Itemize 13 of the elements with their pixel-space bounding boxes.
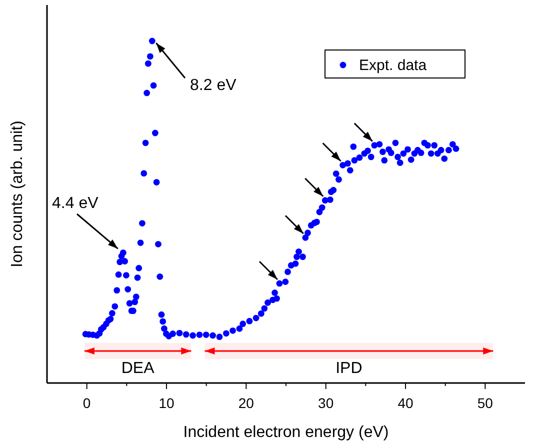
annotation: 8.2 eV bbox=[190, 77, 237, 94]
annotation: 4.4 eV bbox=[52, 195, 99, 212]
x-tick-label: 0 bbox=[82, 395, 91, 411]
x-axis-title: Incident electron energy (eV) bbox=[183, 424, 389, 441]
y-axis-title: Ion counts (arb. unit) bbox=[9, 120, 26, 268]
x-tick-label: 10 bbox=[158, 395, 174, 411]
x-tick-label: 30 bbox=[318, 395, 334, 411]
band-label: DEA bbox=[121, 360, 155, 377]
x-tick-label: 20 bbox=[238, 395, 254, 411]
x-tick-label: 50 bbox=[477, 395, 494, 411]
band-label: IPD bbox=[336, 360, 362, 377]
legend-label: Expt. data bbox=[359, 57, 428, 74]
x-tick-label: 40 bbox=[398, 395, 414, 411]
